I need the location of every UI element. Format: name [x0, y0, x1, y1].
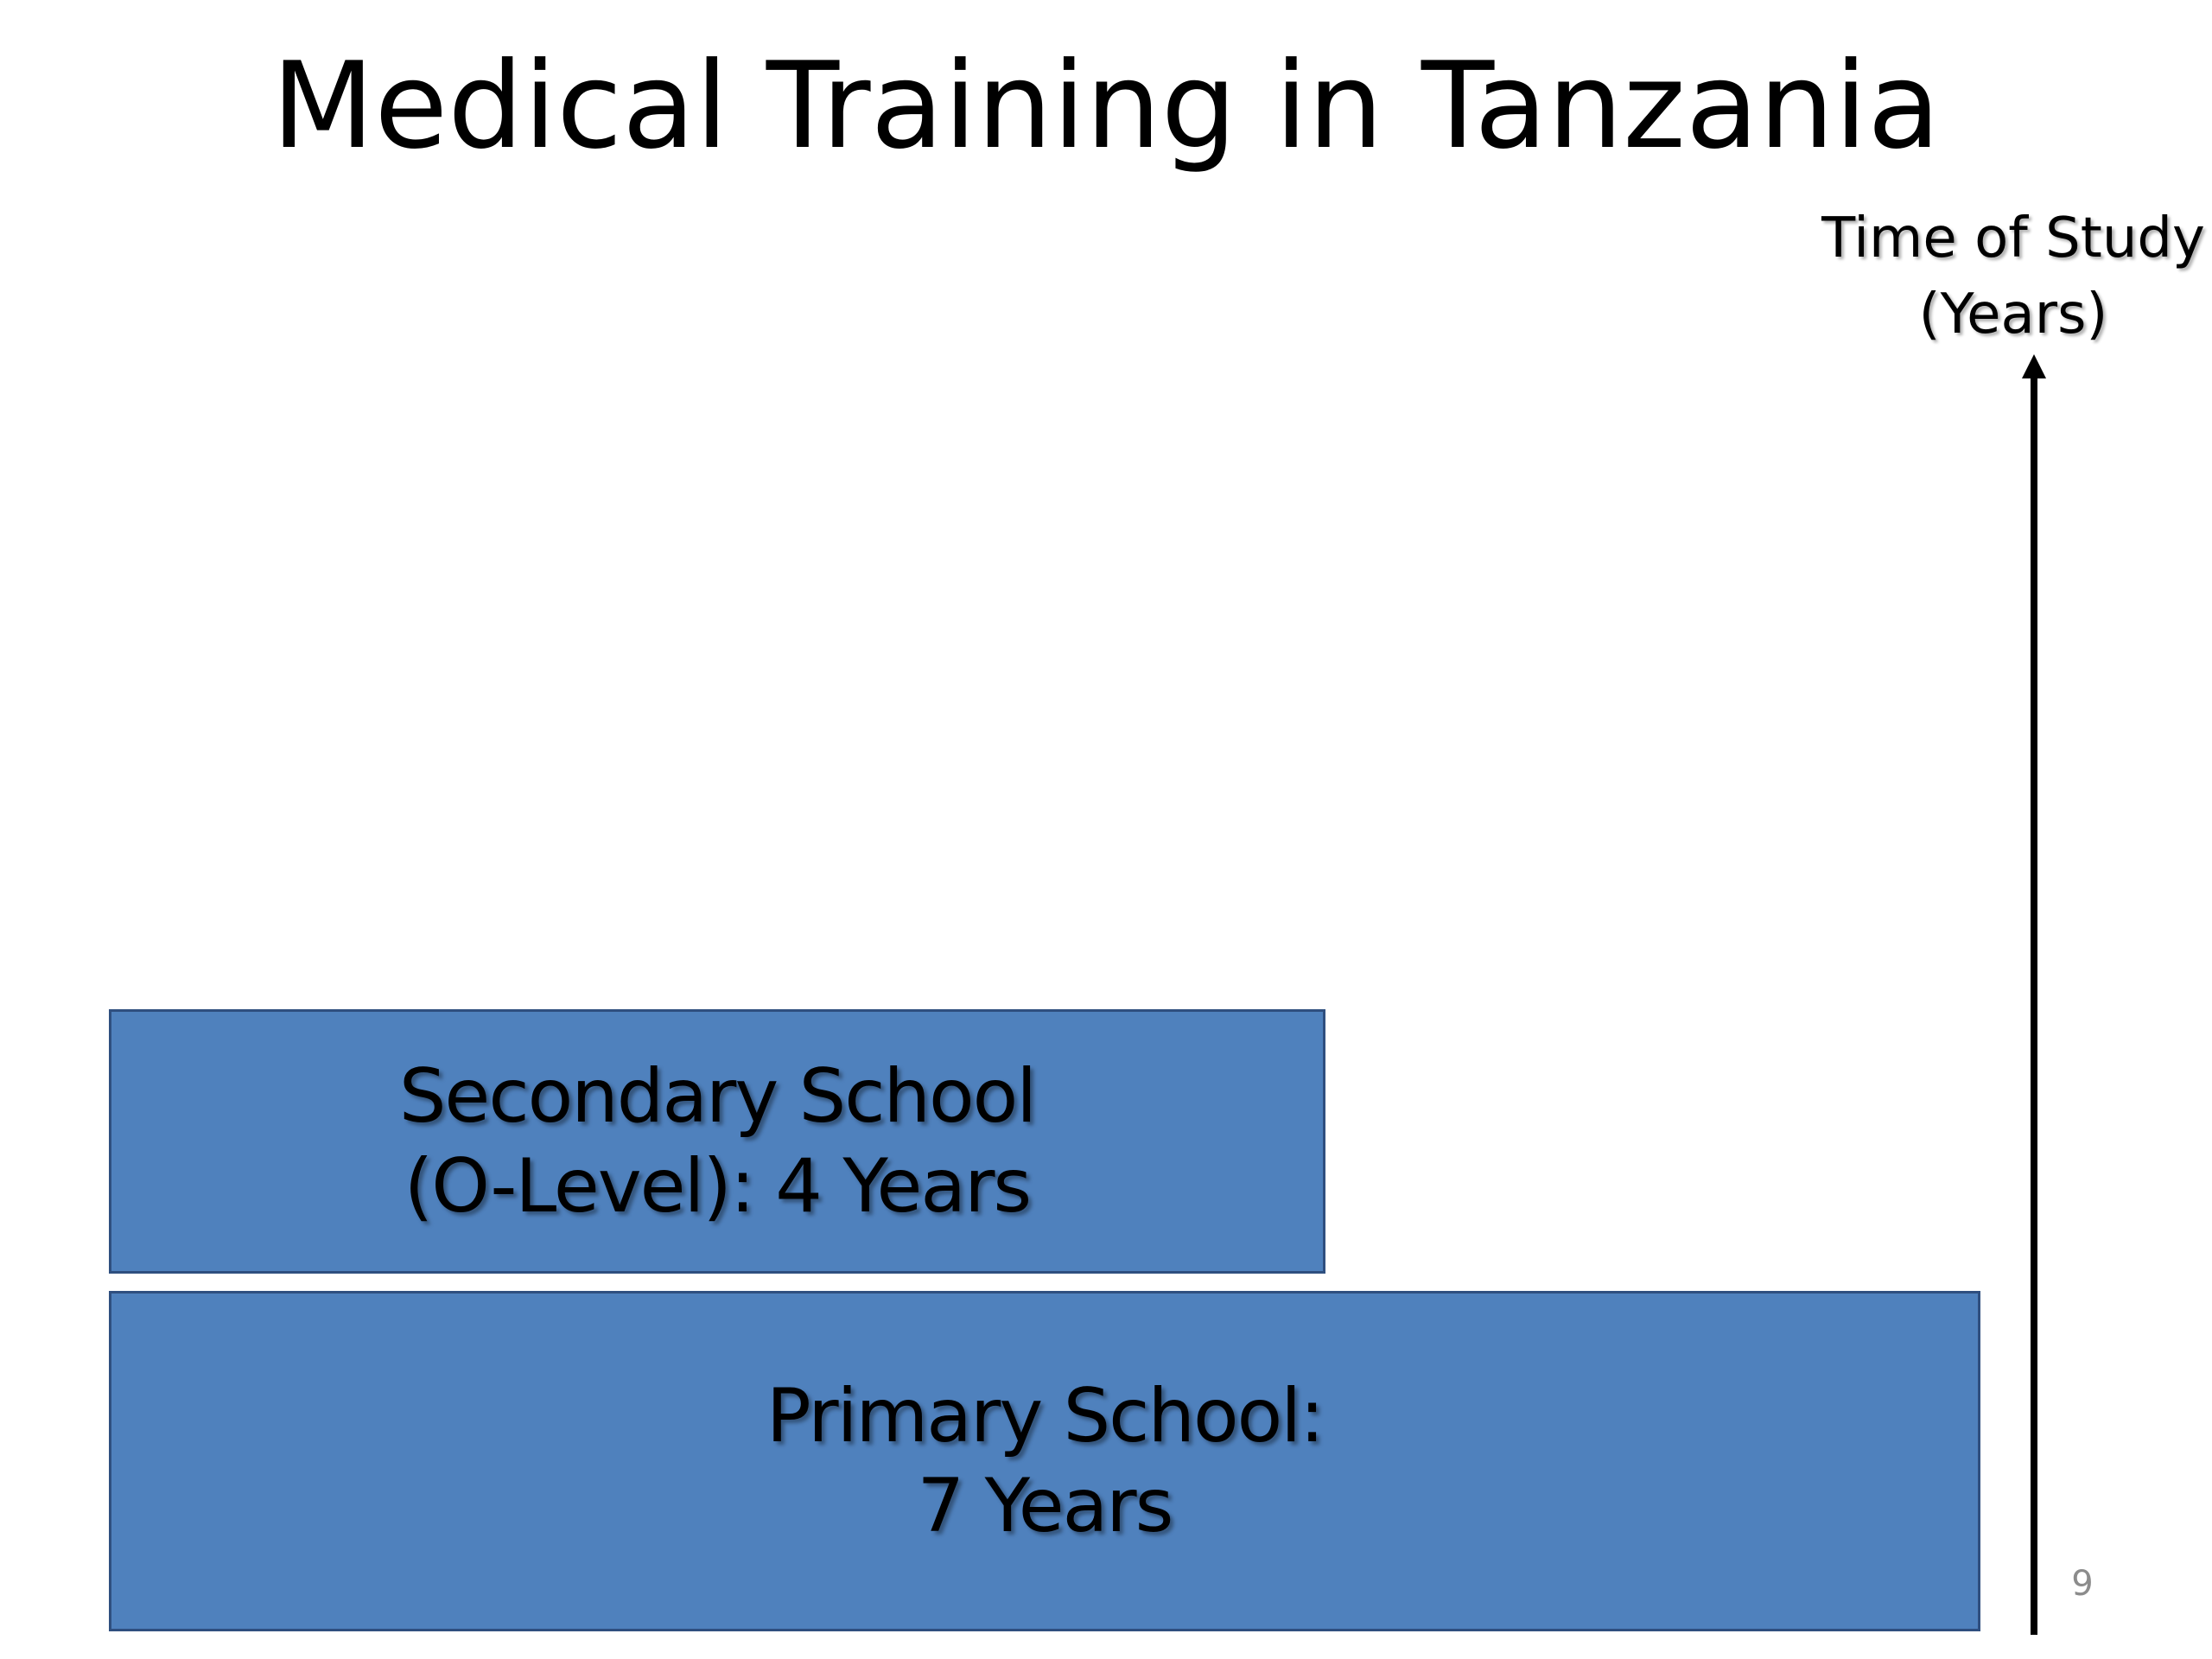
- arrow-up-icon: [2022, 354, 2046, 1635]
- primary-school-label: Primary School: 7 Years: [766, 1373, 1325, 1549]
- primary-school-block: Primary School: 7 Years: [109, 1291, 1980, 1631]
- secondary-school-label: Secondary School (O-Level): 4 Years: [398, 1053, 1037, 1230]
- slide-title: Medical Training in Tanzania: [271, 36, 1941, 175]
- secondary-school-block: Secondary School (O-Level): 4 Years: [109, 1009, 1325, 1274]
- time-axis-arrowhead: [2022, 354, 2046, 378]
- page-number: 9: [2071, 1564, 2094, 1604]
- time-axis-label: Time of Study (Years): [1821, 207, 2205, 346]
